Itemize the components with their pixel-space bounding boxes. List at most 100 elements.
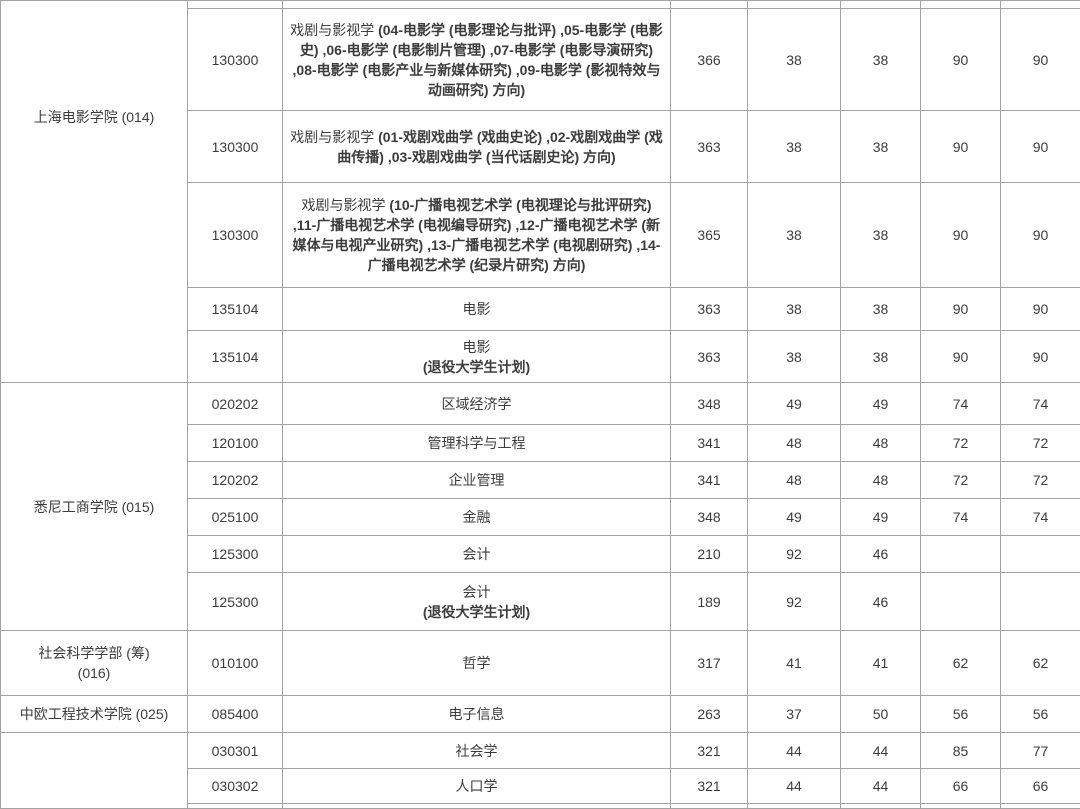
score-cell: 62 — [920, 630, 1001, 696]
score-cell: 56 — [1000, 695, 1080, 733]
table-row: 中欧工程技术学院 (025) 085400 电子信息 263 37 50 56 56 — [0, 695, 1080, 733]
score-cell: 90 — [920, 330, 1001, 383]
partial-cell — [920, 0, 1001, 9]
college-cell: 中欧工程技术学院 (025) — [0, 695, 188, 733]
major-cell: 企业管理 — [282, 461, 671, 499]
major-name: 会计 — [462, 583, 491, 600]
partial-cell — [840, 803, 921, 809]
score-cell: 366 — [670, 8, 748, 111]
partial-cell — [1000, 803, 1080, 809]
major-cell: 电影 — [282, 287, 671, 331]
major-cell: 哲学 — [282, 630, 671, 696]
major-name: 金融 — [462, 509, 491, 525]
major-name: 电子信息 — [448, 706, 505, 722]
table-row: 135104 电影 (退役大学生计划) 363 38 38 90 90 — [1, 330, 1080, 383]
college-name: 社会科学学部 (筹) (016) — [38, 645, 150, 681]
score-cell — [1000, 535, 1080, 573]
partial-row-top: 上海电影学院 (014) — [0, 0, 1080, 383]
major-name: 管理科学与工程 — [427, 435, 526, 451]
score-cell: 74 — [920, 382, 1001, 425]
score-cell: 48 — [840, 461, 921, 499]
table-row: 030301 社会学 321 44 44 85 77 — [0, 732, 1080, 809]
partial-cell — [187, 0, 283, 9]
code-cell: 020202 — [187, 382, 283, 425]
table-row: 社会科学学部 (筹) (016) 010100 哲学 317 41 41 62 62 — [0, 630, 1080, 696]
major-name: 戏剧与影视学 — [290, 128, 379, 145]
major-name: 戏剧与影视学 — [290, 21, 379, 38]
score-cell: 321 — [670, 768, 748, 804]
partial-cell — [920, 803, 1001, 809]
code-cell: 010100 — [187, 630, 283, 696]
table-row: 030302 人口学 321 44 44 66 66 — [1, 768, 1080, 804]
score-cell: 50 — [840, 695, 921, 733]
score-cell: 49 — [840, 382, 921, 425]
score-cell: 38 — [747, 8, 841, 111]
score-cell: 90 — [920, 287, 1001, 331]
code-cell: 030301 — [187, 732, 283, 769]
college-name: 上海电影学院 (014) — [33, 109, 155, 125]
college-name: 中欧工程技术学院 (025) — [19, 706, 169, 722]
score-cell: 38 — [747, 287, 841, 331]
major-name: 企业管理 — [448, 472, 505, 488]
score-cell: 90 — [1000, 182, 1080, 288]
major-cell: 电子信息 — [282, 695, 671, 733]
score-cell: 90 — [920, 182, 1001, 288]
score-cell: 38 — [747, 330, 841, 383]
score-cell: 49 — [840, 498, 921, 536]
table-row: 125300 会计 210 92 46 — [1, 535, 1080, 573]
code-cell: 135104 — [187, 287, 283, 331]
major-cell: 管理科学与工程 — [282, 424, 671, 462]
score-cell: 85 — [920, 732, 1001, 769]
college-cell: 悉尼工商学院 (015) — [0, 382, 188, 631]
score-cell: 66 — [1000, 768, 1080, 804]
major-detail: (04-电影学 (电影理论与批评) ,05-电影学 (电影史) ,06-电影学 … — [292, 21, 663, 98]
score-cell: 74 — [1000, 382, 1080, 425]
score-cell: 46 — [840, 535, 921, 573]
college-cell — [0, 732, 188, 809]
score-cell: 77 — [1000, 732, 1080, 769]
code-cell: 130300 — [187, 8, 283, 111]
score-cell: 46 — [840, 572, 921, 631]
college-cell: 上海电影学院 (014) — [0, 0, 188, 383]
score-cell: 48 — [747, 424, 841, 462]
major-cell: 社会学 — [282, 732, 671, 769]
code-cell: 085400 — [187, 695, 283, 733]
major-name: 人口学 — [455, 778, 498, 794]
score-cell: 365 — [670, 182, 748, 288]
score-cell: 90 — [920, 8, 1001, 111]
score-cell: 56 — [920, 695, 1001, 733]
score-cell: 44 — [747, 732, 841, 769]
score-cell: 74 — [1000, 498, 1080, 536]
major-cell: 金融 — [282, 498, 671, 536]
code-cell: 025100 — [187, 498, 283, 536]
score-cell: 363 — [670, 330, 748, 383]
table-row: 130300 戏剧与影视学 (01-戏剧戏曲学 (戏曲史论) ,02-戏剧戏曲学 … — [1, 110, 1080, 183]
table-row: 120202 企业管理 341 48 48 72 72 — [1, 461, 1080, 499]
score-cell: 92 — [747, 572, 841, 631]
partial-cell — [282, 803, 671, 809]
partial-cell — [1000, 0, 1080, 9]
score-cell: 44 — [840, 732, 921, 769]
score-cell: 38 — [747, 110, 841, 183]
partial-cell — [747, 803, 841, 809]
major-name: 戏剧与影视学 — [301, 197, 390, 213]
partial-cell — [747, 0, 841, 9]
partial-cell — [187, 803, 283, 809]
score-cell: 38 — [840, 8, 921, 111]
code-cell: 125300 — [187, 572, 283, 631]
major-detail: (退役大学生计划) — [422, 603, 531, 620]
score-cell: 48 — [747, 461, 841, 499]
score-cell: 72 — [1000, 424, 1080, 462]
score-cell: 348 — [670, 498, 748, 536]
major-cell: 电影 (退役大学生计划) — [282, 330, 671, 383]
major-cell: 会计 — [282, 535, 671, 573]
table-row: 130300 戏剧与影视学 (04-电影学 (电影理论与批评) ,05-电影学 (… — [1, 8, 1080, 111]
major-cell: 会计 (退役大学生计划) — [282, 572, 671, 631]
partial-cell — [282, 0, 671, 9]
major-name: 会计 — [462, 546, 491, 562]
score-cell: 72 — [920, 461, 1001, 499]
score-cell: 66 — [920, 768, 1001, 804]
major-name: 电影 — [462, 338, 491, 355]
